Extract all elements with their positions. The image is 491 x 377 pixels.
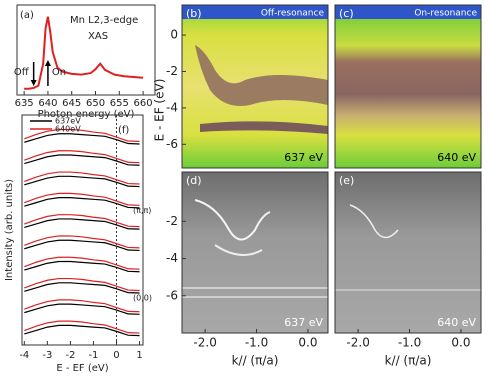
- edc-curve: [24, 282, 140, 294]
- x-tick-label: 0: [113, 350, 119, 361]
- y-tick-label: 0: [170, 28, 178, 42]
- annotation: (0,0): [133, 294, 152, 303]
- panel-frame: [334, 171, 482, 334]
- edc-curve: [24, 171, 140, 185]
- x-tick-label: -3: [42, 350, 52, 361]
- band: [200, 121, 328, 134]
- panel-label: (e): [339, 174, 354, 187]
- edc-curve: [24, 320, 140, 334]
- x-tick-label: 0.0: [451, 336, 470, 350]
- energy-label: 640 eV: [437, 316, 476, 329]
- x-tick-label: 660: [134, 98, 153, 109]
- x-tick-label: -2.0: [346, 336, 369, 350]
- edc-curve: [24, 235, 140, 249]
- arrow-head: [30, 80, 37, 86]
- panel-label: (a): [20, 10, 34, 21]
- y-tick-label: -2: [166, 214, 178, 228]
- x-tick-label: 650: [86, 98, 105, 109]
- xas-curve: [24, 16, 144, 90]
- edc-curve: [24, 239, 140, 252]
- x-tick-label: 0.0: [298, 336, 317, 350]
- title: Mn L2,3-edge: [70, 15, 138, 26]
- band: [195, 45, 328, 106]
- y-tick-label: -6: [166, 137, 178, 151]
- energy-label: 637 eV: [284, 316, 323, 329]
- panel-frame: [334, 4, 482, 169]
- panel-label: (b): [186, 7, 202, 20]
- edc-curve: [24, 154, 140, 166]
- x-tick-label: -1: [88, 350, 98, 361]
- image-c: [335, 5, 481, 168]
- plot-frame: [16, 4, 156, 96]
- energy-label: 640 eV: [437, 151, 476, 164]
- x-tick-label: -1.0: [398, 336, 421, 350]
- dispersion: [194, 199, 271, 241]
- panel-tag: On-resonance: [414, 9, 477, 19]
- x-axis-label: E - EF (eV): [56, 363, 108, 374]
- y-tick-label: -4: [166, 100, 178, 114]
- image-e: [335, 172, 481, 333]
- panel-label: (d): [186, 174, 202, 187]
- annotation: Off: [14, 67, 30, 78]
- edc-curve: [24, 277, 140, 292]
- edc-curve: [24, 324, 140, 337]
- dispersion: [214, 244, 263, 256]
- edc-curve: [24, 260, 140, 273]
- edc-curve: [24, 128, 140, 143]
- x-tick-label: 635: [15, 98, 34, 109]
- edc-curve: [24, 175, 140, 188]
- x-tick-label: 655: [110, 98, 129, 109]
- edc-curve: [24, 150, 140, 164]
- y-tick-label: -6: [166, 288, 178, 302]
- subtitle: XAS: [88, 31, 108, 42]
- energy-label: 637 eV: [284, 151, 323, 164]
- x-tick-label: -4: [19, 350, 29, 361]
- panel-label: (f): [118, 125, 129, 136]
- x-axis-label: k// (π/a): [232, 354, 279, 368]
- edc-curve: [24, 192, 140, 206]
- edc-curve: [24, 303, 140, 315]
- y-axis-label: Intensity (arb. units): [4, 179, 15, 281]
- edc-curve: [24, 256, 140, 270]
- panel-tag: Off-resonance: [261, 9, 325, 19]
- y-tick-label: -4: [166, 251, 178, 265]
- x-tick-label: 640: [38, 98, 57, 109]
- arrow-head: [44, 60, 51, 66]
- arpes-images: [182, 5, 481, 333]
- panel-frame: [181, 171, 329, 334]
- plot-frame: [21, 114, 144, 346]
- flat-band: [182, 287, 328, 298]
- x-tick-label: -2: [65, 350, 75, 361]
- edc-curve: [24, 214, 140, 228]
- y-axis-label: E - EF (eV): [153, 79, 167, 142]
- header: [335, 5, 481, 19]
- legend-label: 637eV: [55, 117, 81, 126]
- edc-curve: [24, 133, 140, 145]
- annotation: On: [52, 67, 66, 78]
- x-tick-label: -1.0: [245, 336, 268, 350]
- panel-label: (c): [339, 7, 354, 20]
- edc-curve: [24, 299, 140, 313]
- x-axis-label: k// (π/a): [385, 354, 432, 368]
- header: [182, 5, 328, 19]
- x-tick-label: -2.0: [193, 336, 216, 350]
- panel-frame: [181, 4, 329, 169]
- edc-curve: [24, 197, 140, 209]
- y-tick-label: -2: [166, 64, 178, 78]
- x-tick-label: 1: [136, 350, 142, 361]
- x-tick-label: 645: [62, 98, 81, 109]
- dispersion: [349, 204, 399, 239]
- edc-curve: [24, 218, 140, 230]
- annotation: (π,π): [133, 206, 151, 215]
- legend-label: 640eV: [55, 125, 81, 134]
